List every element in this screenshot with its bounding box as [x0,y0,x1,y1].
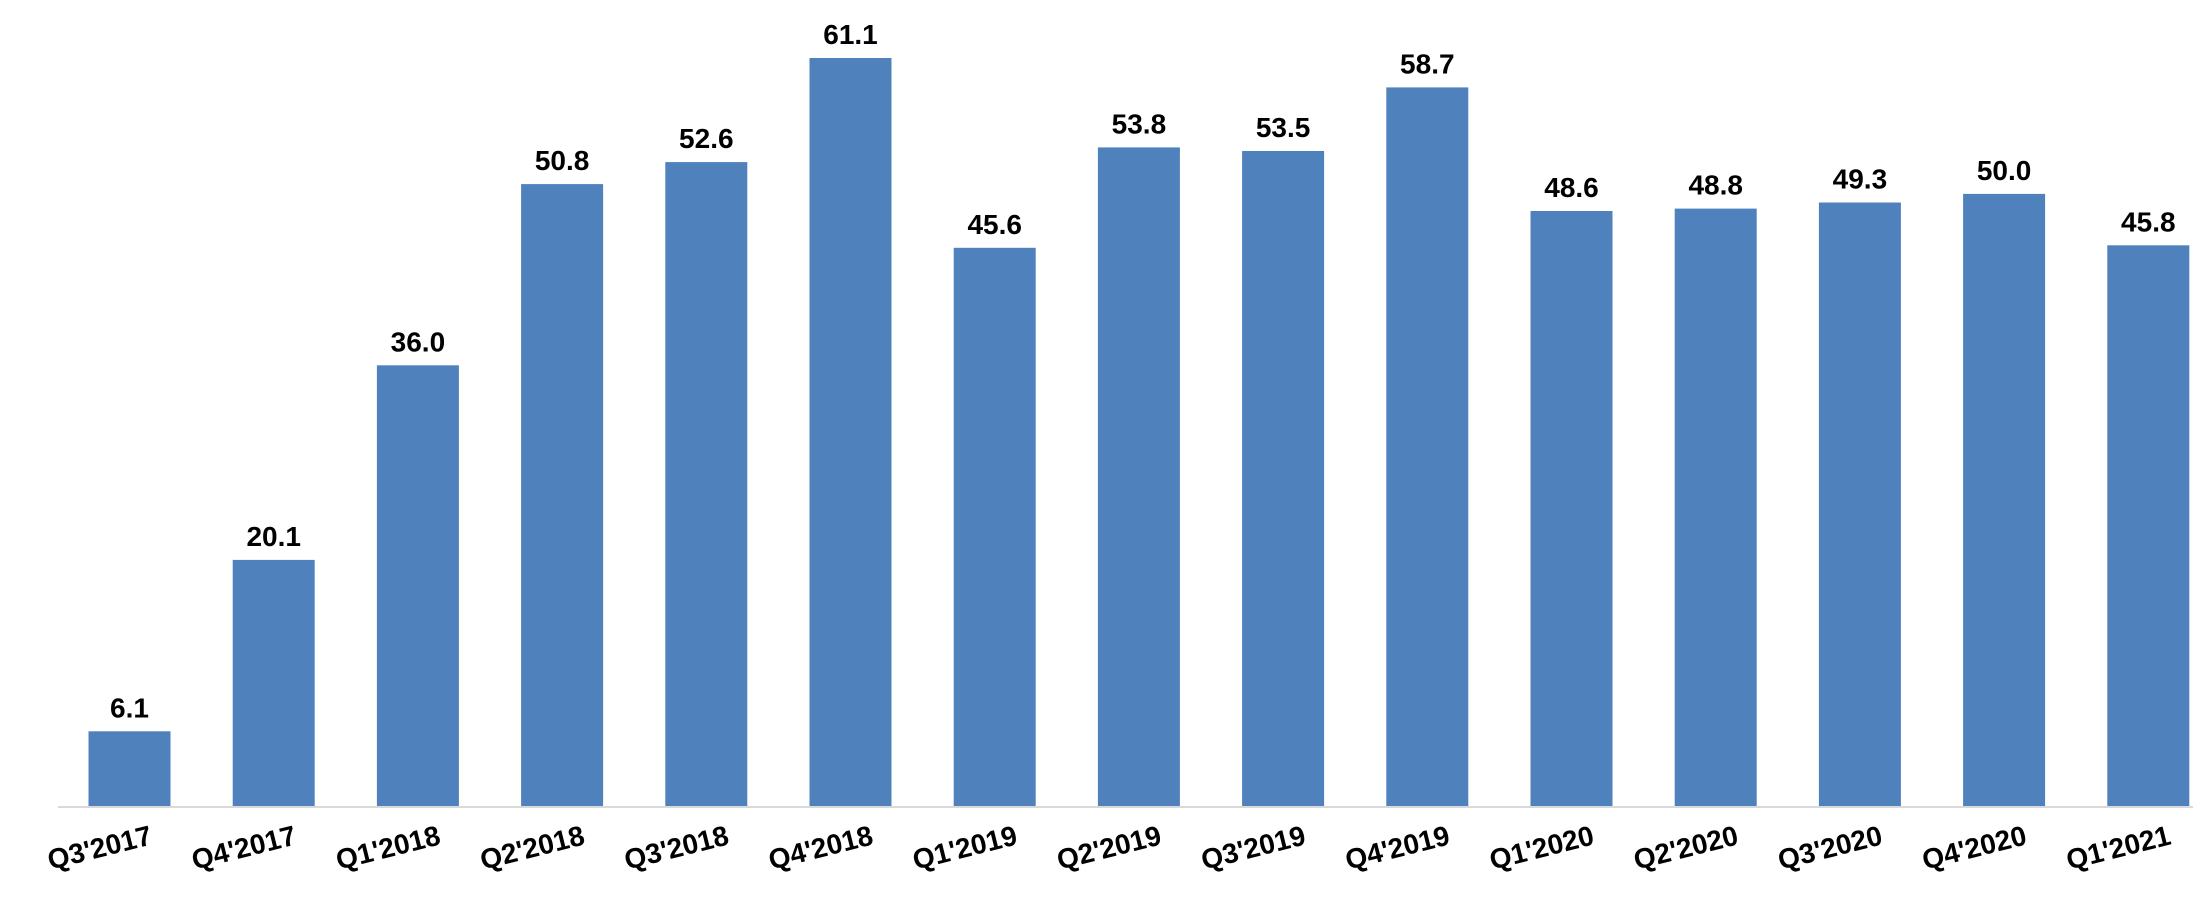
bar-6 [953,247,1036,807]
value-label-2: 36.0 [391,326,446,357]
value-label-14: 45.8 [2121,206,2176,237]
x-tick-label-1: Q4'2017 [188,820,299,876]
x-tick-label-11: Q2'2020 [1630,820,1741,876]
bar-11 [1674,208,1757,807]
x-tick-label-3: Q2'2018 [477,820,588,876]
value-label-9: 58.7 [1400,48,1455,79]
bar-0 [88,731,171,806]
x-tick-label-13: Q4'2020 [1919,820,2030,876]
x-tick-label-2: Q1'2018 [333,820,444,876]
bar-5 [809,58,892,806]
x-tick-label-6: Q1'2019 [909,820,1020,876]
bar-13 [1963,193,2046,806]
value-label-1: 20.1 [246,521,301,552]
x-tick-label-0: Q3'2017 [44,820,155,876]
bar-10 [1530,211,1613,806]
bar-3 [521,184,604,807]
value-label-13: 50.0 [1977,155,2032,186]
x-tick-label-4: Q3'2018 [621,820,732,876]
value-labels-group: 6.1 20.1 36.0 50.8 52.6 61.1 45.6 53.8 53.5 58.7 4… [110,19,2176,723]
value-label-3: 50.8 [535,145,590,176]
bar-9 [1386,87,1469,806]
value-label-6: 45.6 [967,209,1022,240]
x-tick-labels-group: Q3'2017 Q4'2017 Q1'2018 Q2'2018 Q3'2018 Q4'20… [44,820,2173,876]
bar-12 [1818,202,1901,806]
bar-4 [665,162,748,807]
value-label-12: 49.3 [1833,164,1888,195]
x-tick-label-9: Q4'2019 [1342,820,1453,876]
value-label-0: 6.1 [110,692,149,723]
x-tick-label-5: Q4'2018 [765,820,876,876]
bar-2 [376,365,459,806]
value-label-5: 61.1 [823,19,878,50]
bar-7 [1097,147,1180,806]
bar-8 [1242,151,1325,806]
value-label-8: 53.5 [1256,112,1311,143]
bar-14 [2107,245,2190,807]
x-tick-label-7: Q2'2019 [1054,820,1165,876]
x-tick-label-12: Q3'2020 [1775,820,1886,876]
value-label-4: 52.6 [679,123,734,154]
x-tick-label-10: Q1'2020 [1486,820,1597,876]
value-label-11: 48.8 [1688,170,1743,201]
value-label-10: 48.6 [1544,172,1599,203]
value-label-7: 53.8 [1112,108,1167,139]
bars-group [88,58,2190,807]
bar-1 [232,559,315,806]
x-tick-label-14: Q1'2021 [2063,820,2174,876]
x-tick-label-8: Q3'2019 [1198,820,1309,876]
